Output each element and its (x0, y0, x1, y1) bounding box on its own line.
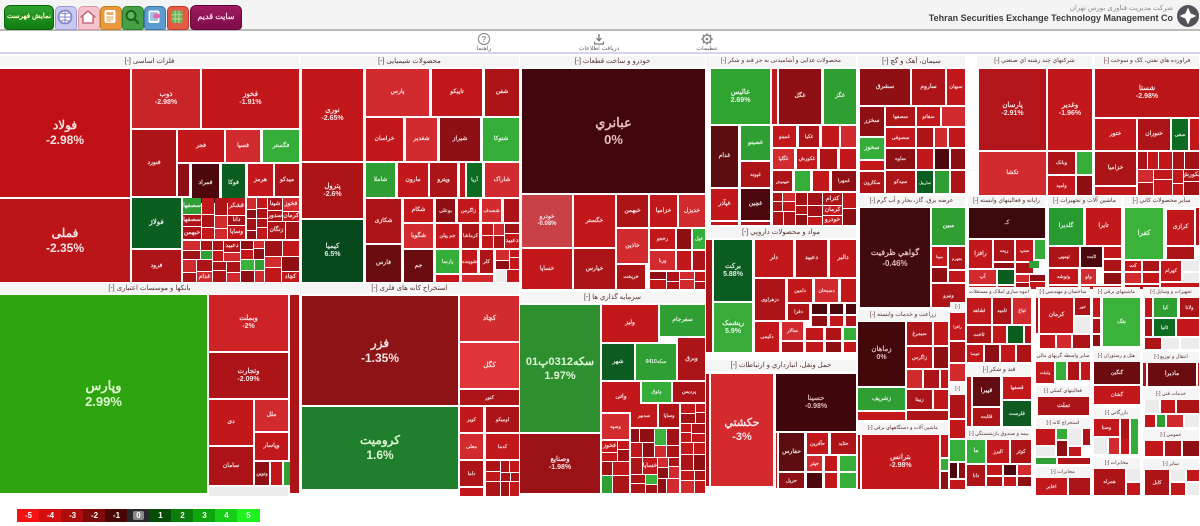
svg-text:?: ? (482, 35, 487, 44)
